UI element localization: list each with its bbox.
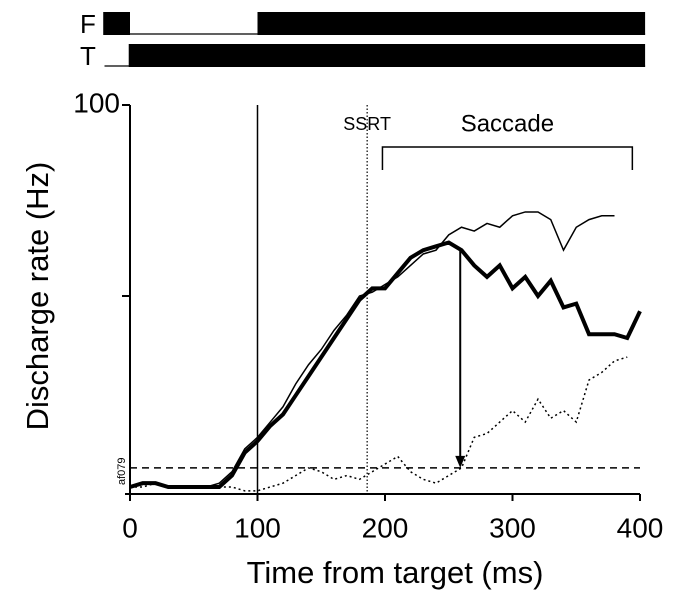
saccade-label: Saccade	[461, 110, 554, 137]
event-label: T	[80, 41, 96, 71]
series-line	[130, 356, 628, 492]
series-line	[129, 240, 642, 489]
marker-label: SSRT	[343, 114, 391, 134]
y-axis-label: Discharge rate (Hz)	[20, 162, 55, 431]
x-axis-label: Time from target (ms)	[247, 555, 544, 590]
x-tick-label: 200	[362, 512, 409, 543]
x-tick-label: 0	[122, 512, 138, 543]
cell-id: af079	[116, 457, 128, 485]
saccade-bracket	[381, 146, 634, 170]
x-tick-label: 300	[489, 512, 536, 543]
event-label: F	[80, 9, 96, 39]
y-tick-label: 100	[73, 87, 120, 118]
series-line	[129, 211, 615, 488]
arrow-head	[455, 455, 466, 468]
x-tick-label: 400	[617, 512, 664, 543]
x-tick-label: 100	[234, 512, 281, 543]
event-bar	[257, 12, 646, 35]
event-bar	[103, 12, 130, 35]
event-bar	[128, 44, 646, 67]
